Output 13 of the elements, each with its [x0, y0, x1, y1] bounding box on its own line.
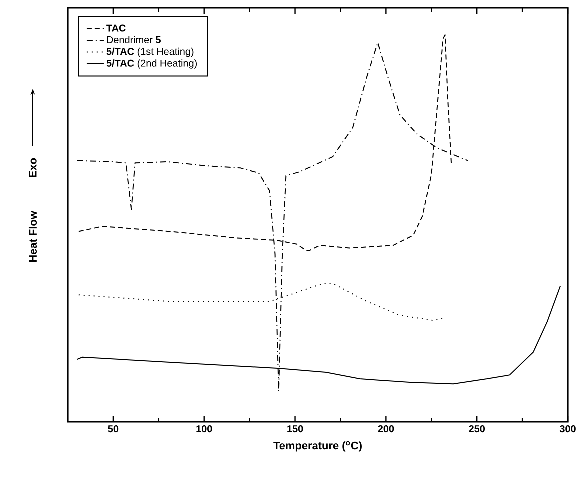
text: Exo [29, 158, 37, 178]
x-tick-label: 150 [288, 426, 304, 433]
x-tick-label: 250 [469, 426, 486, 433]
x-tick-label: 50 [108, 426, 119, 433]
y-axis-title: Heat Flow [28, 211, 38, 262]
legend-label: 5/TAC (1st Heating) [106, 48, 194, 58]
x-tick-label: 100 [196, 426, 212, 433]
x-tick-label: 200 [378, 426, 394, 433]
legend-label: Dendrimer 5 [107, 36, 162, 44]
legend-label: 5/TAC (2nd Heating) [106, 60, 198, 69]
x-tick-label: 300 [560, 426, 576, 433]
x-axis-title: Temperature ($^{o}$C) [274, 441, 362, 452]
legend-label: TAC [106, 24, 126, 32]
